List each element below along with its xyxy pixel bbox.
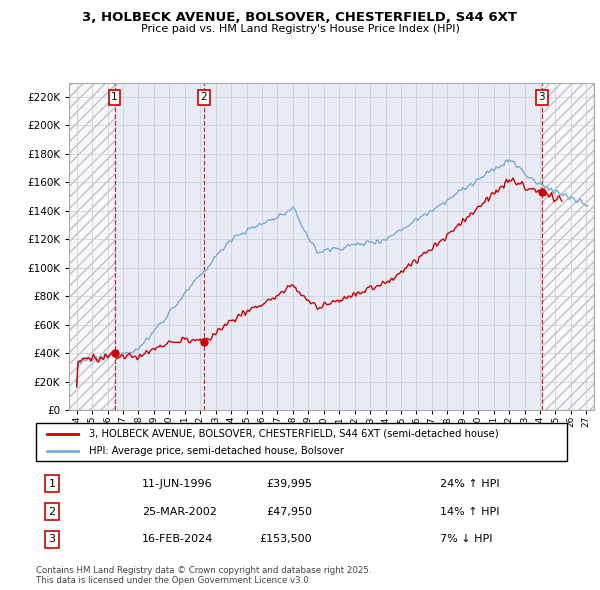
- Text: 24% ↑ HPI: 24% ↑ HPI: [440, 478, 499, 489]
- Text: HPI: Average price, semi-detached house, Bolsover: HPI: Average price, semi-detached house,…: [89, 445, 344, 455]
- Text: 3: 3: [49, 535, 55, 545]
- Text: 2: 2: [200, 93, 207, 102]
- Text: 14% ↑ HPI: 14% ↑ HPI: [440, 506, 499, 516]
- Text: Contains HM Land Registry data © Crown copyright and database right 2025.
This d: Contains HM Land Registry data © Crown c…: [36, 566, 371, 585]
- Text: 3, HOLBECK AVENUE, BOLSOVER, CHESTERFIELD, S44 6XT: 3, HOLBECK AVENUE, BOLSOVER, CHESTERFIEL…: [83, 11, 517, 24]
- Text: 1: 1: [49, 478, 55, 489]
- Text: 25-MAR-2002: 25-MAR-2002: [142, 506, 217, 516]
- Text: 7% ↓ HPI: 7% ↓ HPI: [440, 535, 492, 545]
- Text: £47,950: £47,950: [266, 506, 312, 516]
- Bar: [69, 83, 115, 410]
- Text: 3: 3: [538, 93, 545, 102]
- Text: Price paid vs. HM Land Registry's House Price Index (HPI): Price paid vs. HM Land Registry's House …: [140, 24, 460, 34]
- Text: £153,500: £153,500: [259, 535, 312, 545]
- Text: 2: 2: [49, 506, 55, 516]
- Text: 3, HOLBECK AVENUE, BOLSOVER, CHESTERFIELD, S44 6XT (semi-detached house): 3, HOLBECK AVENUE, BOLSOVER, CHESTERFIEL…: [89, 429, 499, 439]
- Text: 1: 1: [111, 93, 118, 102]
- Text: 16-FEB-2024: 16-FEB-2024: [142, 535, 214, 545]
- Text: £39,995: £39,995: [266, 478, 312, 489]
- Bar: [542, 83, 594, 410]
- Text: 11-JUN-1996: 11-JUN-1996: [142, 478, 213, 489]
